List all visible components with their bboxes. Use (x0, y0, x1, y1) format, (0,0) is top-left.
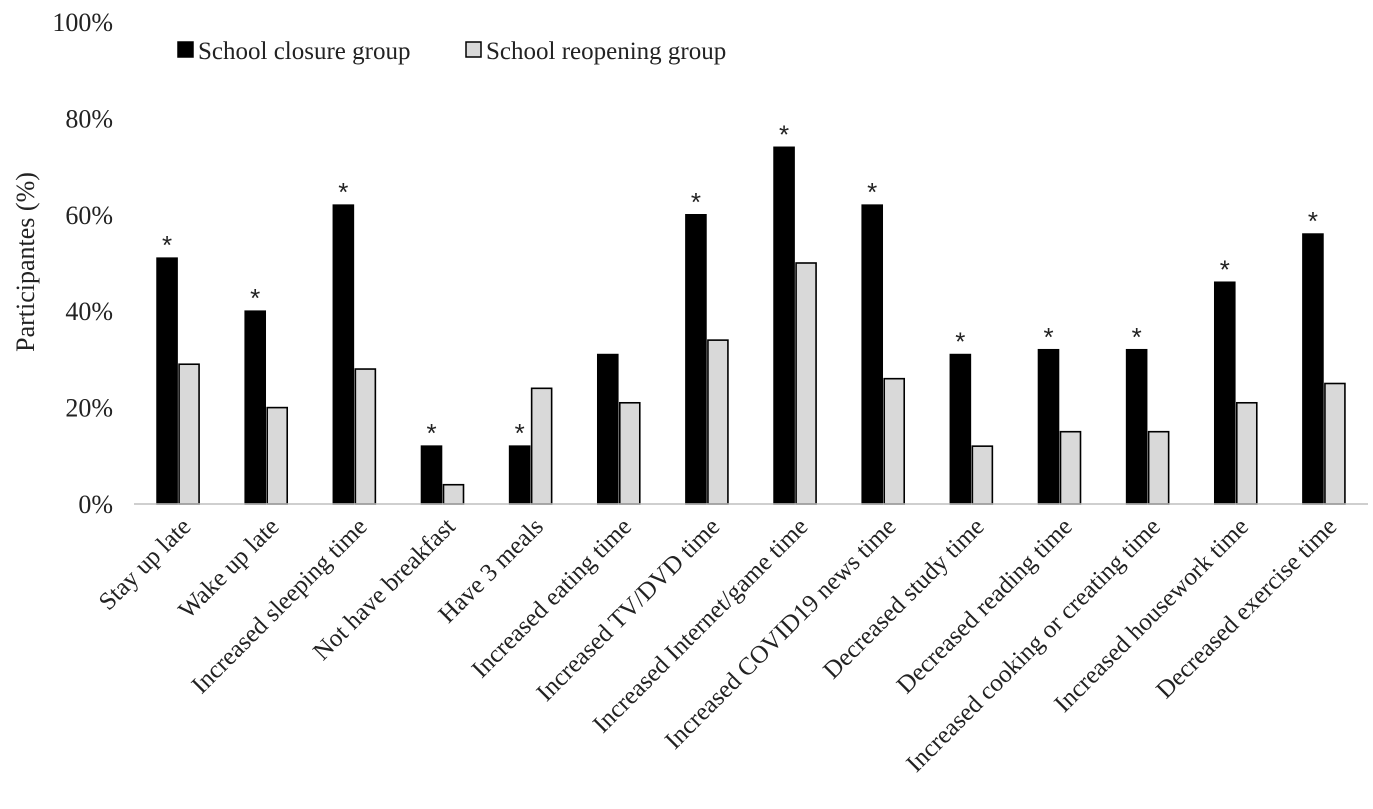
bar-closure (861, 204, 884, 505)
bar-reopening (1235, 401, 1258, 505)
significance-star: * (250, 283, 260, 313)
legend-item-closure: School closure group (177, 38, 410, 65)
significance-star: * (691, 187, 701, 217)
legend-item-reopening: School reopening group (465, 38, 726, 65)
significance-star: * (1132, 322, 1142, 352)
y-axis-ticks: 0% 20% 40% 60% 80% 100% (52, 8, 113, 519)
bar-closure (332, 204, 355, 505)
bar-closure (1302, 233, 1324, 505)
bar-reopening (883, 377, 906, 505)
bar-closure (508, 445, 531, 505)
bar-reopening (971, 445, 994, 505)
bar-reopening (1059, 430, 1082, 505)
bar-reopening (530, 387, 553, 505)
bar-reopening (178, 363, 200, 505)
bar-closure (156, 257, 178, 505)
legend-swatch-closure (177, 41, 194, 58)
legend-swatch-reopening (465, 41, 482, 58)
y-tick-label: 40% (65, 297, 113, 326)
bar-closure (685, 214, 707, 505)
bar-reopening (795, 262, 817, 505)
x-category-label: Increased eating time (467, 513, 637, 683)
bars (156, 146, 1346, 505)
bar-closure (1037, 348, 1060, 505)
significance-star: * (426, 418, 436, 448)
bar-reopening (1147, 430, 1170, 505)
bar-closure (1125, 348, 1148, 505)
bar-reopening (354, 368, 377, 505)
legend: School closure group School reopening gr… (177, 38, 726, 65)
bar-reopening (618, 401, 641, 505)
bar-closure (1213, 281, 1236, 505)
bar-closure (773, 146, 795, 505)
bar-closure (244, 310, 267, 505)
bar-closure (420, 445, 443, 505)
bar-reopening (1324, 382, 1346, 505)
significance-star: * (955, 327, 965, 357)
bar-reopening (707, 339, 729, 505)
x-category-label: Decreased reading time (892, 513, 1078, 699)
x-category-label: Decreased study time (818, 513, 989, 684)
significance-star: * (515, 418, 525, 448)
legend-label-closure: School closure group (198, 38, 410, 65)
significance-star: * (1308, 206, 1318, 236)
bar-reopening (442, 483, 465, 505)
bar-closure (949, 353, 972, 505)
y-tick-label: 0% (78, 490, 113, 519)
y-axis-title: Participantes (%) (11, 172, 40, 352)
significance-star: * (338, 177, 348, 207)
significance-markers: * * * * * * * * * * * * * (162, 119, 1318, 448)
y-tick-label: 100% (52, 8, 113, 37)
y-tick-label: 80% (65, 104, 113, 133)
y-axis-title-group: Participantes (%) (11, 172, 40, 352)
significance-star: * (867, 177, 877, 207)
significance-star: * (162, 230, 172, 260)
x-category-label: Decreased exercise time (1151, 513, 1342, 704)
significance-star: * (779, 119, 789, 149)
y-tick-label: 60% (65, 201, 113, 230)
legend-label-reopening: School reopening group (486, 38, 726, 65)
significance-star: * (1043, 322, 1053, 352)
bar-reopening (266, 406, 289, 505)
y-tick-label: 20% (65, 394, 113, 423)
x-category-label: Increased sleeping time (187, 513, 373, 699)
significance-star: * (1220, 254, 1230, 284)
bar-closure (596, 353, 619, 505)
